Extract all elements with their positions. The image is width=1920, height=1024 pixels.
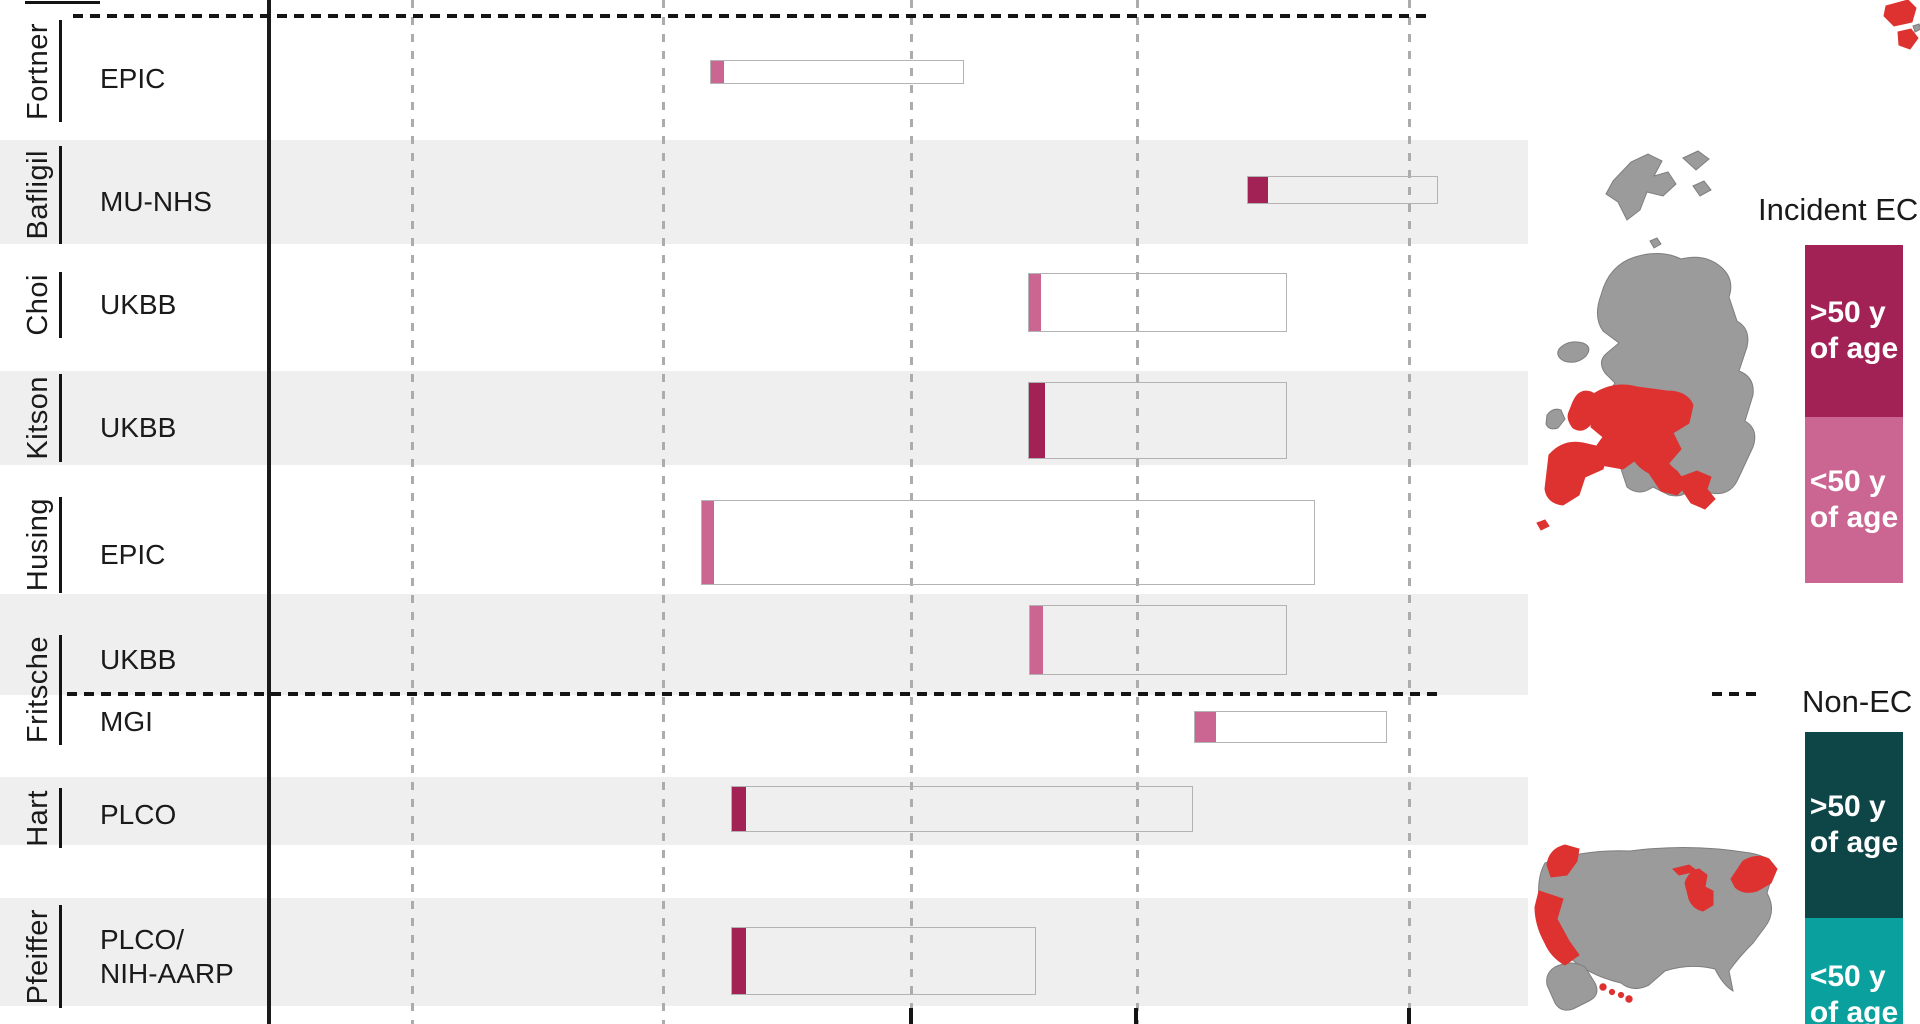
legend-swatch-label: <50 y of age [1809,960,1899,1024]
legend-swatch-label: <50 y of age [1809,465,1899,534]
incident-ec-segment [1195,712,1216,742]
cohort-label: EPIC [100,62,165,96]
study-bar-mgi [1194,711,1387,743]
legend-non-ec-title: Non-EC [1802,684,1913,719]
corner-map-fragment [1883,0,1920,50]
axis-tick [1134,1008,1138,1024]
cohort-label-line: NIH-AARP [100,958,234,989]
author-label-text: Bafligil [21,150,54,240]
cohort-label: MGI [100,705,153,739]
ireland [1545,408,1566,430]
axis-line [267,0,271,1024]
cohort-label-line: MU-NHS [100,186,212,217]
legend-swatch-incident-under50: <50 y of age [1805,417,1903,583]
study-bar-ukbb [1029,605,1287,675]
study-bar-ukbb [1028,273,1287,332]
legend-swatch-non-ec-under50: <50 y of age [1805,918,1903,1024]
gridline-vertical [661,0,665,1024]
legend-swatch-label: >50 y of age [1809,790,1899,859]
author-label-fortner: Fortner [17,20,62,122]
gridline-vertical [1135,0,1139,1024]
incident-ec-segment [702,501,714,584]
study-bar-plconihaarp [731,927,1036,995]
cohort-label-line: UKBB [100,644,177,675]
author-label-text: Pfeiffer [21,908,54,1005]
row-band [0,898,1528,1006]
gridline-vertical [909,0,913,1024]
study-bar-epic [710,60,964,84]
cohort-label-line: UKBB [100,412,177,443]
row-band [0,594,1528,695]
legend-swatch-label: >50 y of age [1809,296,1899,365]
section-separator-dashed [1712,692,1758,696]
cohort-label-line: EPIC [100,63,166,94]
cohort-label-line: PLCO/ [100,924,185,955]
cohort-label: PLCO/NIH-AARP [100,923,234,991]
author-label-husing: Husing [17,497,62,593]
study-bar-epic [701,500,1315,585]
study-bar-ukbb [1028,382,1287,459]
cohort-label: MU-NHS [100,185,212,219]
cohort-label-line: PLCO [100,799,177,830]
cohort-label: UKBB [100,411,176,445]
author-label-kitson: Kitson [17,374,62,462]
legend-swatch-incident-over50: >50 y of age [1805,245,1903,417]
row-band [0,371,1528,465]
usa-map-image [1534,844,1778,1011]
cohort-label: UKBB [100,288,176,322]
cohort-label-line: UKBB [100,289,177,320]
cut-off-label-underline [25,1,100,4]
incident-ec-segment [732,787,746,831]
axis-tick [1407,1008,1411,1024]
row-band [0,777,1528,845]
incident-ec-segment [1029,383,1045,458]
section-separator-dashed [73,14,1430,18]
svalbard-islands [1605,150,1712,249]
cohort-label: EPIC [100,538,165,572]
author-label-text: Fritsche [21,636,54,744]
europe-map-image [1536,150,1756,531]
author-label-text: Fortner [21,22,54,120]
incident-ec-segment [1029,274,1041,331]
incident-ec-segment [1030,606,1043,674]
cohort-label: PLCO [100,798,176,832]
section-separator-dashed [67,692,1440,696]
study-bar-munhs [1247,176,1438,204]
incident-ec-segment [711,61,724,83]
iceland [1557,341,1590,363]
row-band [0,140,1528,244]
gridline-vertical [410,0,414,1024]
cohort-label: UKBB [100,643,176,677]
author-label-bafligil: Bafligil [17,146,62,244]
incident-ec-segment [1248,177,1268,203]
usa-red-states [1534,844,1778,1003]
europe-red-countries [1536,384,1716,531]
axis-tick [909,1008,913,1024]
author-label-text: Kitson [21,376,54,460]
incident-ec-segment [732,928,746,994]
cohort-label-line: EPIC [100,539,166,570]
author-label-fritsche: Fritsche [17,635,62,745]
cohort-label-line: MGI [100,706,153,737]
author-label-text: Hart [21,789,54,847]
legend-incident-title: Incident EC [1758,192,1919,227]
author-label-text: Husing [21,498,54,592]
author-label-choi: Choi [17,272,62,338]
legend-swatch-non-ec-over50: >50 y of age [1805,732,1903,918]
gridline-vertical [1407,0,1411,1024]
author-label-hart: Hart [17,788,62,848]
alaska [1546,962,1598,1011]
author-label-text: Choi [21,274,54,336]
author-label-pfeiffer: Pfeiffer [17,905,62,1008]
study-bar-plco [731,786,1193,832]
